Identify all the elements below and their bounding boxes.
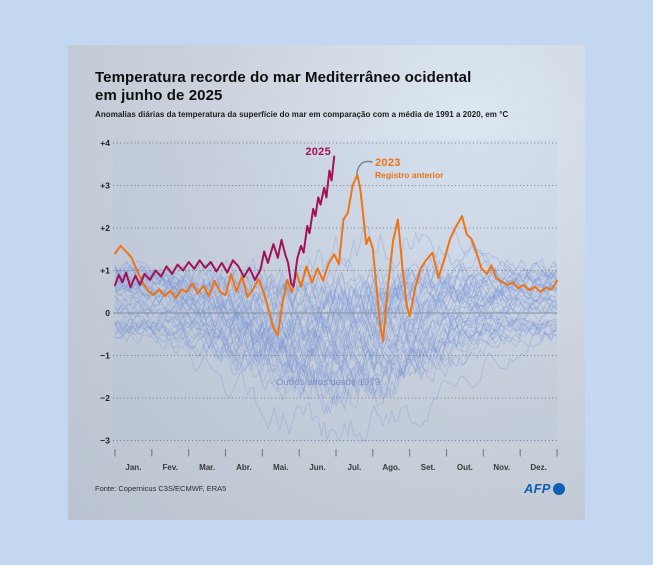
afp-logo-text: AFP — [524, 481, 551, 496]
chart-title-line2: em junho de 2025 — [95, 86, 223, 104]
series-label-2023: 2023 — [375, 157, 401, 169]
series-sublabel-2023: Registro anterior — [375, 170, 444, 180]
afp-logo-dot-icon — [552, 482, 565, 495]
chart-subtitle: Anomalias diárias da temperatura da supe… — [95, 110, 509, 119]
series-label-2025: 2025 — [305, 146, 331, 158]
chart-title: Temperatura recorde do mar Mediterrâneo … — [95, 69, 471, 104]
background-series-label: Outros anos desde 1979 — [275, 377, 381, 388]
afp-logo: AFP — [524, 481, 565, 496]
source-credit: Fonte: Copernicus C3S/ECMWF, ERA5 — [95, 484, 227, 493]
chart-title-line1: Temperatura recorde do mar Mediterrâneo … — [95, 69, 472, 86]
